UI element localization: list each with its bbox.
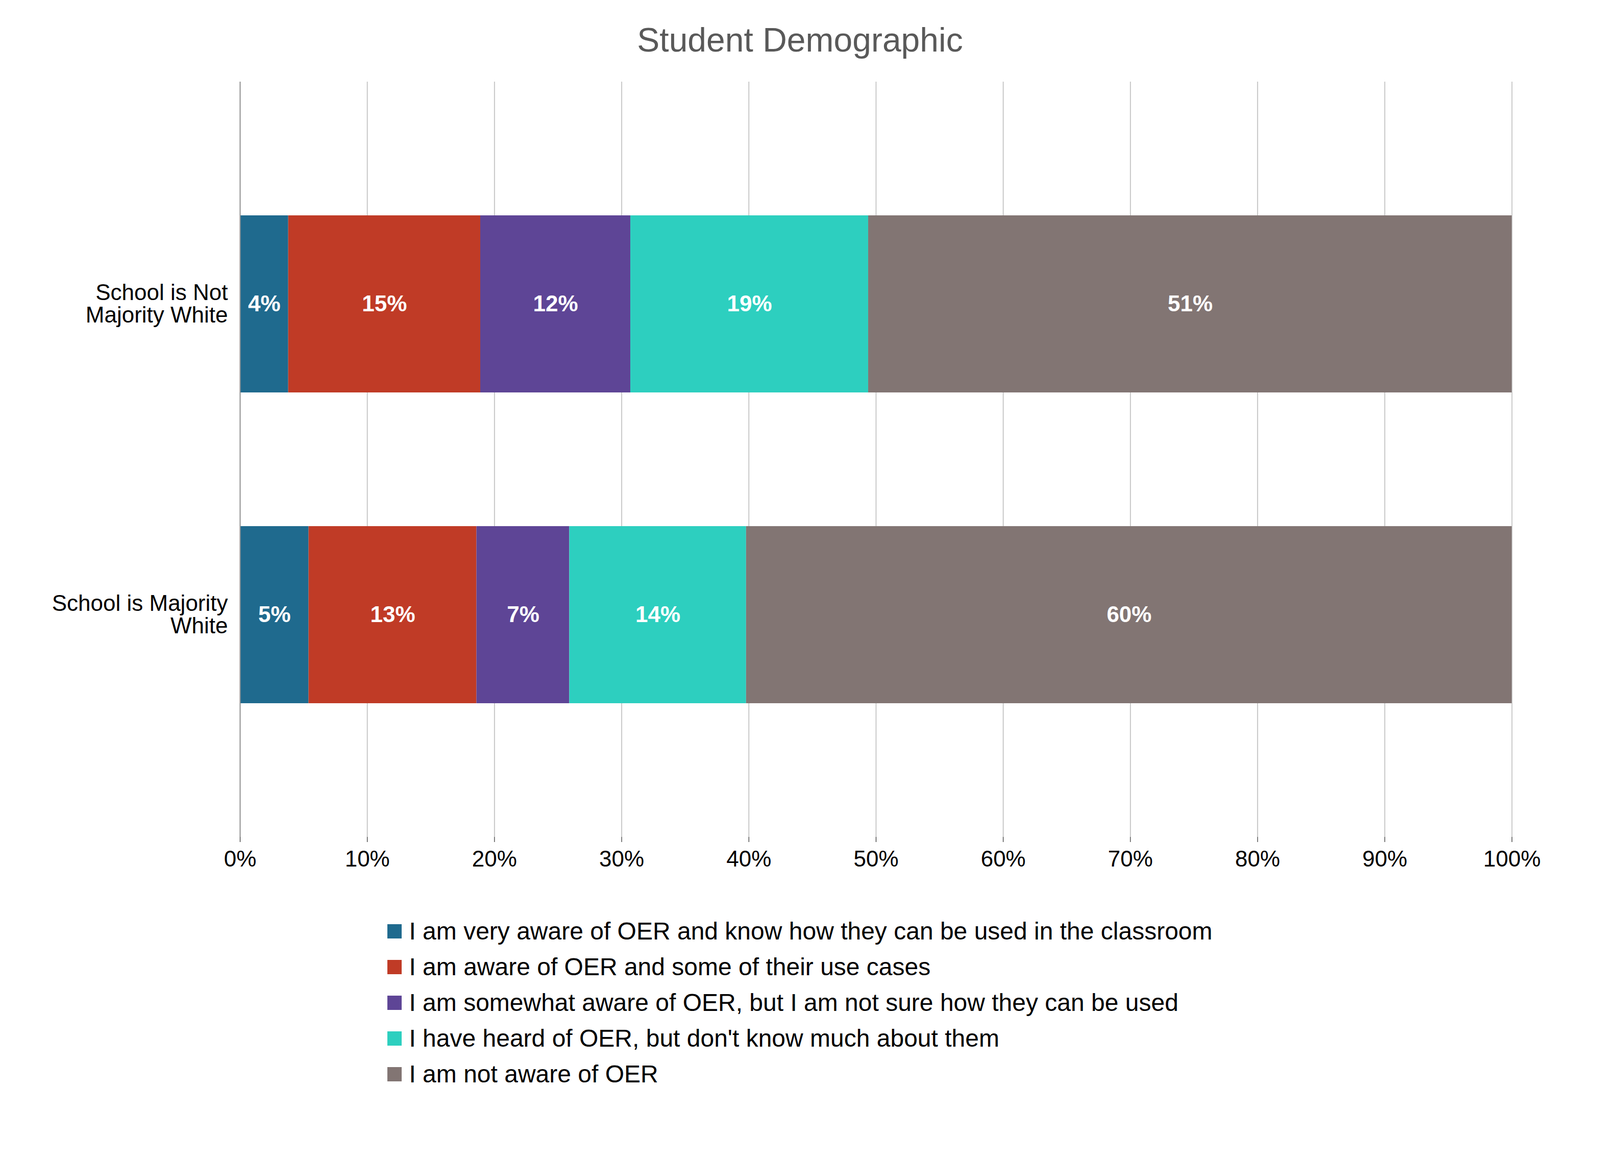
svg-text:100%: 100% (1483, 846, 1541, 872)
svg-text:13%: 13% (370, 601, 416, 627)
svg-text:19%: 19% (727, 290, 773, 316)
html-text:I am somewhat aware of OER, bu: I am somewhat aware of OER, but I am not… (409, 989, 1179, 1017)
svg-text:60%: 60% (1106, 601, 1152, 627)
svg-text:20%: 20% (472, 846, 518, 872)
svg-text:60%: 60% (980, 846, 1026, 872)
html-text:I am very aware of OER and kno: I am very aware of OER and know how they… (409, 917, 1213, 945)
svg-text:70%: 70% (1108, 846, 1153, 872)
html-text:Student Demographic: Student Demographic (637, 20, 963, 59)
html-text:I am aware of OER and some of: I am aware of OER and some of their use … (409, 953, 931, 981)
svg-text:5%: 5% (258, 601, 291, 627)
svg-text:School is NotMajority White: School is NotMajority White (85, 279, 229, 328)
html-text:I have heard of OER, but don't: I have heard of OER, but don't know much… (409, 1024, 1000, 1052)
svg-text:12%: 12% (532, 290, 578, 316)
svg-text:0%: 0% (224, 846, 257, 872)
svg-text:80%: 80% (1235, 846, 1280, 872)
svg-text:School is MajorityWhite: School is MajorityWhite (52, 590, 229, 638)
svg-text:90%: 90% (1362, 846, 1408, 872)
html-text:I am not aware of OER: I am not aware of OER (409, 1060, 659, 1088)
svg-text:7%: 7% (506, 601, 540, 627)
svg-text:51%: 51% (1167, 290, 1213, 316)
svg-text:10%: 10% (345, 846, 390, 872)
svg-text:30%: 30% (599, 846, 645, 872)
svg-text:15%: 15% (361, 290, 407, 316)
svg-text:40%: 40% (726, 846, 772, 872)
svg-text:14%: 14% (635, 601, 681, 627)
svg-text:4%: 4% (248, 290, 281, 316)
svg-text:50%: 50% (853, 846, 899, 872)
